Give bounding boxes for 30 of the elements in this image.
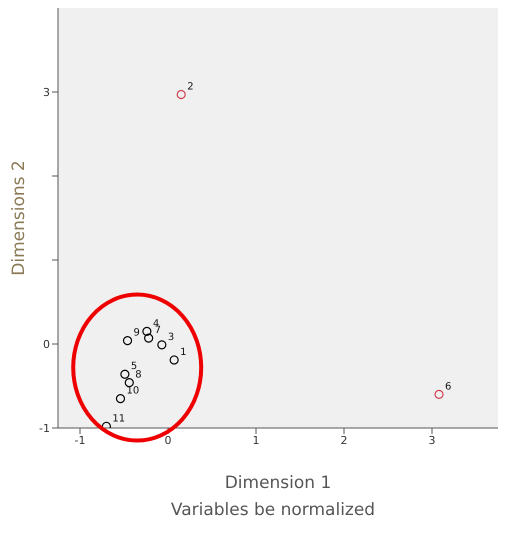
y-tick-label: 0 (43, 338, 50, 351)
annotation: 2 (187, 82, 194, 93)
annotation: 6 (445, 381, 452, 392)
point (122, 336, 132, 346)
x-tick-label: 3 (428, 434, 436, 447)
point (120, 370, 130, 379)
point (157, 340, 166, 350)
text: Variables be normalized (170, 500, 376, 520)
point (142, 326, 152, 336)
point (176, 90, 186, 100)
y-axis-title: Dimensions 2 (9, 160, 30, 276)
point (144, 334, 154, 343)
annotation: 8 (135, 370, 142, 381)
y-tick-label: -1 (39, 422, 50, 435)
annotation: 1 (180, 346, 187, 358)
x-tick-label: 2 (340, 434, 348, 447)
y-tick-label: 3 (43, 86, 50, 99)
point (116, 394, 126, 404)
x-tick-label: 0 (164, 434, 172, 447)
point (170, 355, 179, 365)
x-tick-label: -1 (74, 434, 86, 447)
annotation: 11 (112, 413, 126, 424)
x-axis-title: Dimension 1 (224, 473, 332, 493)
point (434, 390, 444, 399)
x-tick-label: 1 (252, 434, 260, 447)
annotation: 9 (134, 328, 140, 339)
annotation: 7 (154, 325, 162, 336)
annotation: 5 (130, 361, 138, 372)
annotation: 10 (126, 386, 140, 397)
annotation: 3 (168, 332, 174, 343)
